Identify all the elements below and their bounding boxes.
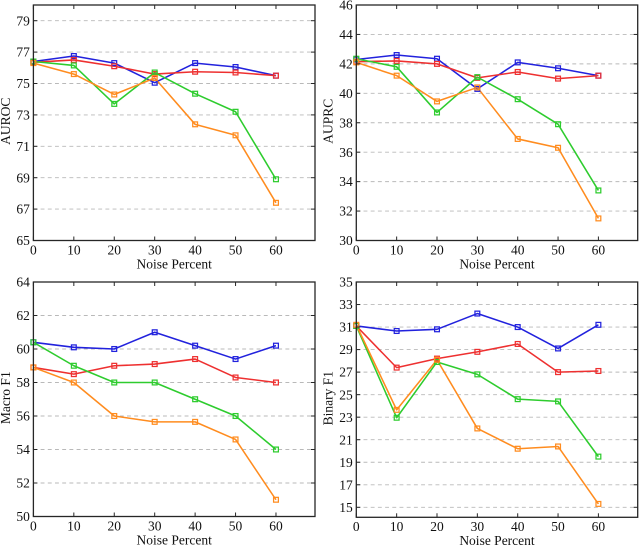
svg-text:0: 0 xyxy=(30,518,37,533)
svg-text:20: 20 xyxy=(430,242,444,257)
svg-text:AUPRC: AUPRC xyxy=(321,99,336,144)
svg-text:10: 10 xyxy=(390,242,404,257)
svg-text:34: 34 xyxy=(339,174,353,189)
svg-text:20: 20 xyxy=(108,518,122,533)
svg-text:44: 44 xyxy=(339,27,353,42)
svg-text:20: 20 xyxy=(108,242,122,257)
svg-text:10: 10 xyxy=(67,518,81,533)
svg-text:Noise Percent: Noise Percent xyxy=(459,256,535,271)
svg-text:Noise Percent: Noise Percent xyxy=(137,256,213,271)
svg-text:75: 75 xyxy=(16,76,30,91)
svg-text:50: 50 xyxy=(16,509,30,524)
svg-text:50: 50 xyxy=(551,519,565,534)
svg-text:52: 52 xyxy=(16,476,30,491)
svg-text:19: 19 xyxy=(339,455,353,470)
svg-text:0: 0 xyxy=(353,242,360,257)
svg-text:77: 77 xyxy=(16,45,30,60)
svg-text:60: 60 xyxy=(16,342,30,357)
svg-text:Binary F1: Binary F1 xyxy=(321,371,336,425)
svg-text:30: 30 xyxy=(471,242,485,257)
svg-text:73: 73 xyxy=(16,108,30,123)
svg-text:Noise Percent: Noise Percent xyxy=(137,532,213,547)
svg-text:32: 32 xyxy=(339,204,353,219)
svg-text:69: 69 xyxy=(16,170,30,185)
svg-text:25: 25 xyxy=(339,387,353,402)
svg-text:36: 36 xyxy=(339,145,353,160)
svg-text:46: 46 xyxy=(339,0,353,13)
svg-text:Noise Percent: Noise Percent xyxy=(459,533,535,547)
svg-text:23: 23 xyxy=(339,410,353,425)
svg-text:60: 60 xyxy=(269,242,283,257)
svg-text:40: 40 xyxy=(511,242,525,257)
svg-text:71: 71 xyxy=(16,139,30,154)
svg-text:38: 38 xyxy=(339,115,353,130)
svg-text:30: 30 xyxy=(339,233,353,248)
svg-text:30: 30 xyxy=(471,519,485,534)
svg-text:56: 56 xyxy=(16,409,30,424)
svg-text:29: 29 xyxy=(339,342,353,357)
svg-text:30: 30 xyxy=(148,242,162,257)
svg-text:40: 40 xyxy=(188,242,202,257)
svg-text:10: 10 xyxy=(67,242,81,257)
svg-text:10: 10 xyxy=(390,519,404,534)
svg-text:0: 0 xyxy=(353,519,360,534)
svg-text:40: 40 xyxy=(188,518,202,533)
svg-text:31: 31 xyxy=(339,320,353,335)
svg-text:50: 50 xyxy=(551,242,565,257)
svg-text:50: 50 xyxy=(229,518,243,533)
svg-text:AUROC: AUROC xyxy=(0,98,13,145)
svg-text:58: 58 xyxy=(16,375,30,390)
svg-text:62: 62 xyxy=(16,308,30,323)
svg-text:65: 65 xyxy=(16,233,30,248)
svg-text:42: 42 xyxy=(339,56,353,71)
svg-text:27: 27 xyxy=(339,365,353,380)
svg-text:40: 40 xyxy=(511,519,525,534)
svg-text:20: 20 xyxy=(430,519,444,534)
svg-text:79: 79 xyxy=(16,13,30,28)
svg-text:50: 50 xyxy=(229,242,243,257)
svg-text:30: 30 xyxy=(148,518,162,533)
svg-text:60: 60 xyxy=(592,242,606,257)
svg-text:21: 21 xyxy=(339,432,353,447)
svg-text:67: 67 xyxy=(16,202,30,217)
svg-text:64: 64 xyxy=(16,275,30,290)
svg-text:40: 40 xyxy=(339,86,353,101)
svg-text:0: 0 xyxy=(30,242,37,257)
svg-text:15: 15 xyxy=(339,500,353,515)
svg-text:60: 60 xyxy=(592,519,606,534)
svg-text:33: 33 xyxy=(339,297,353,312)
svg-text:54: 54 xyxy=(16,442,30,457)
svg-text:Macro F1: Macro F1 xyxy=(0,371,13,424)
svg-text:35: 35 xyxy=(339,275,353,290)
svg-text:60: 60 xyxy=(269,518,283,533)
svg-text:17: 17 xyxy=(339,477,353,492)
